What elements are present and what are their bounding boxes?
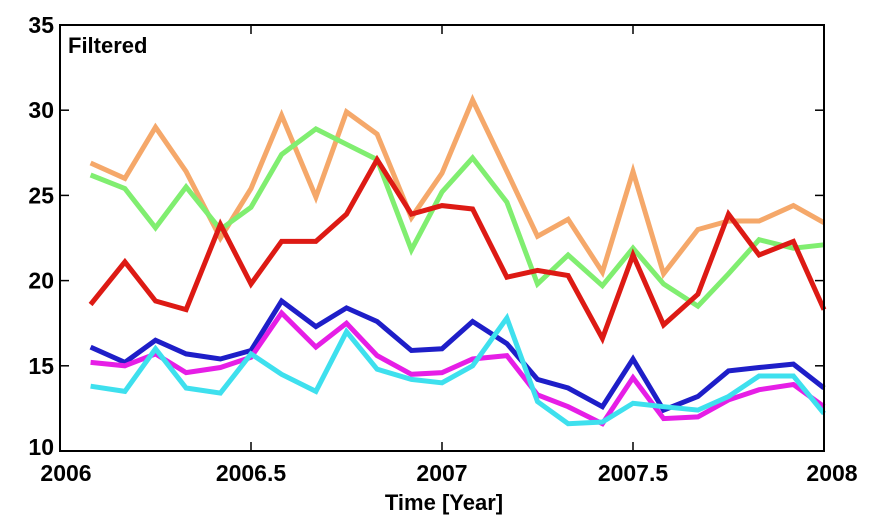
y-tick-label: 25: [28, 182, 54, 208]
y-tick-label: 30: [28, 97, 54, 123]
x-tick-label: 2006: [40, 460, 91, 486]
ticks-layer: 2006 2006.5 2007 2007.5 2008 10 15 20 25 30 35: [28, 12, 857, 486]
x-tick-label: 2007.5: [598, 460, 669, 486]
series-line-4: [91, 301, 824, 410]
series-line-3: [91, 160, 824, 339]
y-tick-label: 10: [28, 434, 54, 460]
y-tick-label: 35: [28, 12, 54, 38]
chart-annotation: Filtered: [68, 33, 147, 58]
y-tick-label: 15: [28, 353, 54, 379]
series-layer: [91, 100, 824, 424]
series-line-5: [91, 313, 824, 424]
x-tick-label: 2006.5: [216, 460, 287, 486]
x-axis-title: Time [Year]: [385, 490, 503, 515]
y-tick-label: 20: [28, 268, 54, 294]
x-tick-label: 2007: [416, 460, 467, 486]
x-tick-label: 2008: [806, 460, 857, 486]
